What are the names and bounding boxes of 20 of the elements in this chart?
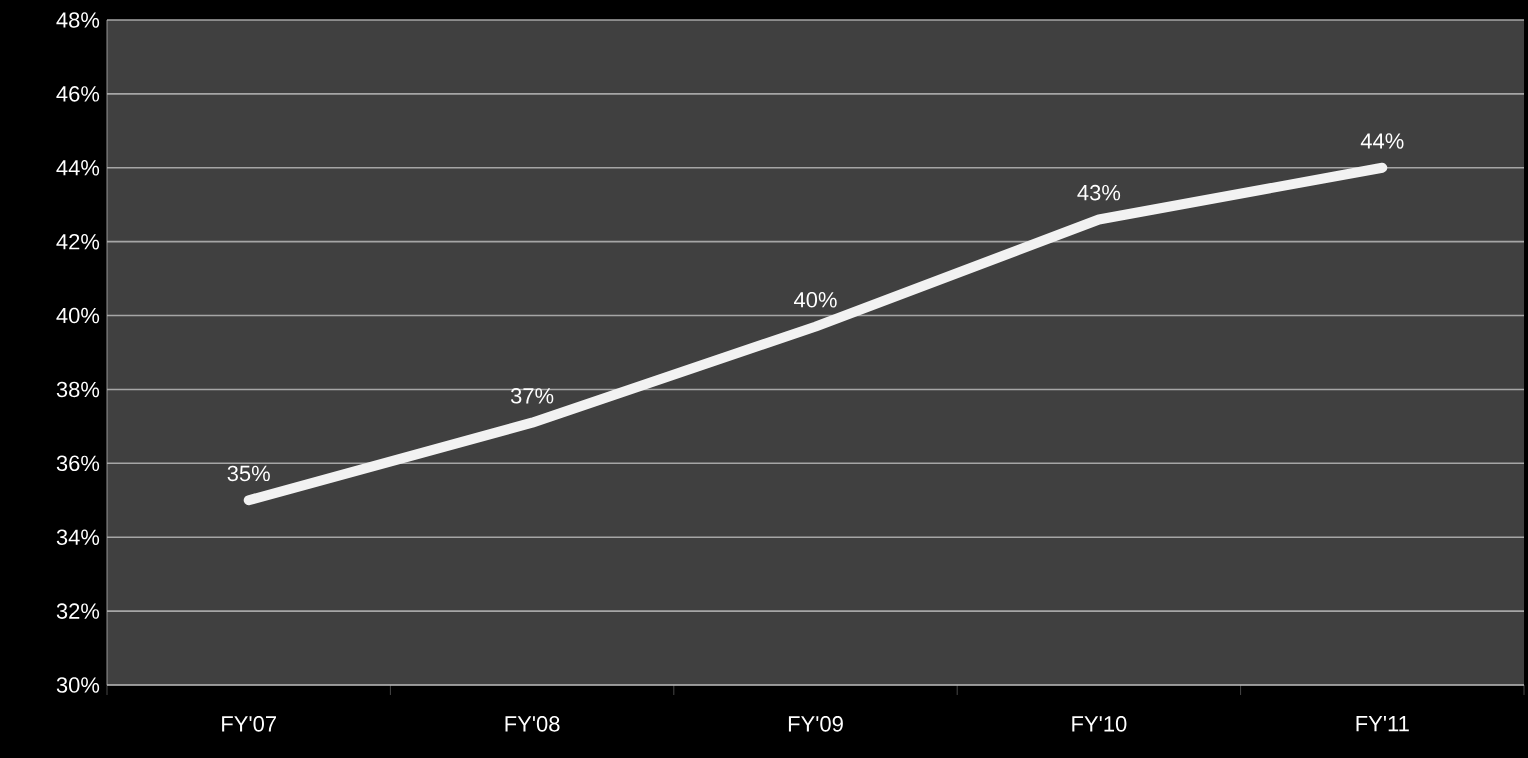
- y-tick-label: 40%: [56, 307, 100, 324]
- text: 43%: [1077, 184, 1121, 201]
- y-tick-label: 36%: [56, 455, 100, 472]
- y-tick-label: 38%: [56, 381, 100, 398]
- x-tick-label: FY'09: [788, 716, 843, 732]
- y-tick-label: 42%: [56, 233, 100, 250]
- y-tick-label: 30%: [56, 677, 100, 693]
- y-tick-label: 32%: [56, 603, 100, 619]
- x-tick-label: FY'11: [1356, 716, 1409, 732]
- x-tick-label: FY'07: [222, 716, 276, 732]
- y-tick-label: 46%: [56, 86, 100, 102]
- text: 44%: [1360, 133, 1404, 149]
- x-tick-label: FY'10: [1072, 716, 1127, 732]
- text: 40%: [793, 292, 837, 308]
- x-tick-label: FY'08: [505, 716, 560, 732]
- text: 35%: [227, 465, 270, 482]
- y-tick-label: 48%: [56, 12, 100, 28]
- y-tick-label: 44%: [56, 160, 100, 176]
- y-tick-label: 34%: [56, 529, 100, 545]
- text: 37%: [510, 388, 554, 404]
